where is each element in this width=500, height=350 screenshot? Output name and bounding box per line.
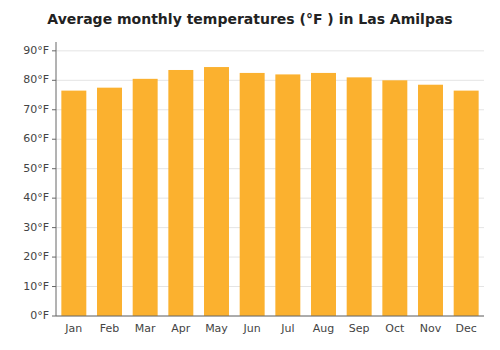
bar xyxy=(204,67,229,316)
y-tick xyxy=(52,316,56,317)
x-tick-label: Jun xyxy=(243,322,261,335)
y-tick-label: 80°F xyxy=(23,73,49,86)
y-ticks: 0°F 10°F 20°F 30°F 40°F 50°F 60°F 70°F 80°F 90°F xyxy=(23,44,56,322)
x-tick-label: Dec xyxy=(456,322,477,335)
x-tick-label: Mar xyxy=(135,322,156,335)
x-tick-label: May xyxy=(205,322,228,335)
y-tick xyxy=(52,168,56,169)
title: Average monthly temperatures (°F ) in La… xyxy=(47,11,452,27)
y-tick xyxy=(52,227,56,228)
y-tick-label: 60°F xyxy=(23,132,49,145)
bar xyxy=(347,77,372,316)
grid-line xyxy=(56,80,484,81)
chart: 0°F 10°F 20°F 30°F 40°F 50°F 60°F 70°F 80°F 90°F J… xyxy=(0,0,500,350)
bar xyxy=(240,73,265,316)
x-tick-label: Aug xyxy=(313,322,334,335)
x-tick-label: Nov xyxy=(420,322,442,335)
grid-line xyxy=(56,316,484,317)
y-tick xyxy=(52,198,56,199)
bar xyxy=(133,79,158,316)
grid-line xyxy=(56,50,484,51)
y-tick-label: 40°F xyxy=(23,191,49,204)
bar xyxy=(97,88,122,316)
x-tick-label: Jan xyxy=(64,322,82,335)
x-tick-label: Feb xyxy=(100,322,119,335)
y-tick xyxy=(52,139,56,140)
y-tick-label: 70°F xyxy=(23,103,49,116)
y-tick xyxy=(52,80,56,81)
y-tick-label: 0°F xyxy=(30,309,49,322)
x-tick-label: Sep xyxy=(349,322,370,335)
y-tick xyxy=(52,257,56,258)
bar xyxy=(311,73,336,316)
x-tick-label: Jul xyxy=(280,322,294,335)
chart-container: 0°F 10°F 20°F 30°F 40°F 50°F 60°F 70°F 80°F 90°F J… xyxy=(0,0,500,350)
bars xyxy=(61,67,478,316)
x-axis xyxy=(56,316,484,317)
x-tick-label: Oct xyxy=(385,322,405,335)
y-tick xyxy=(52,286,56,287)
y-tick xyxy=(52,109,56,110)
y-tick-label: 50°F xyxy=(23,162,49,175)
bar xyxy=(382,80,407,316)
bar xyxy=(275,74,300,316)
y-tick-label: 20°F xyxy=(23,250,49,263)
y-tick xyxy=(52,50,56,51)
bar xyxy=(168,70,193,316)
bar xyxy=(61,91,86,316)
x-ticks: Jan Feb Mar Apr May Jun Jul Aug Sep Oct Nov Dec xyxy=(64,322,476,335)
grid xyxy=(56,51,484,316)
bar xyxy=(418,85,443,316)
bar xyxy=(454,91,479,316)
x-tick-label: Apr xyxy=(171,322,191,335)
y-tick-label: 10°F xyxy=(23,280,49,293)
y-tick-label: 90°F xyxy=(23,44,49,57)
y-axis xyxy=(56,42,57,316)
y-tick-label: 30°F xyxy=(23,221,49,234)
